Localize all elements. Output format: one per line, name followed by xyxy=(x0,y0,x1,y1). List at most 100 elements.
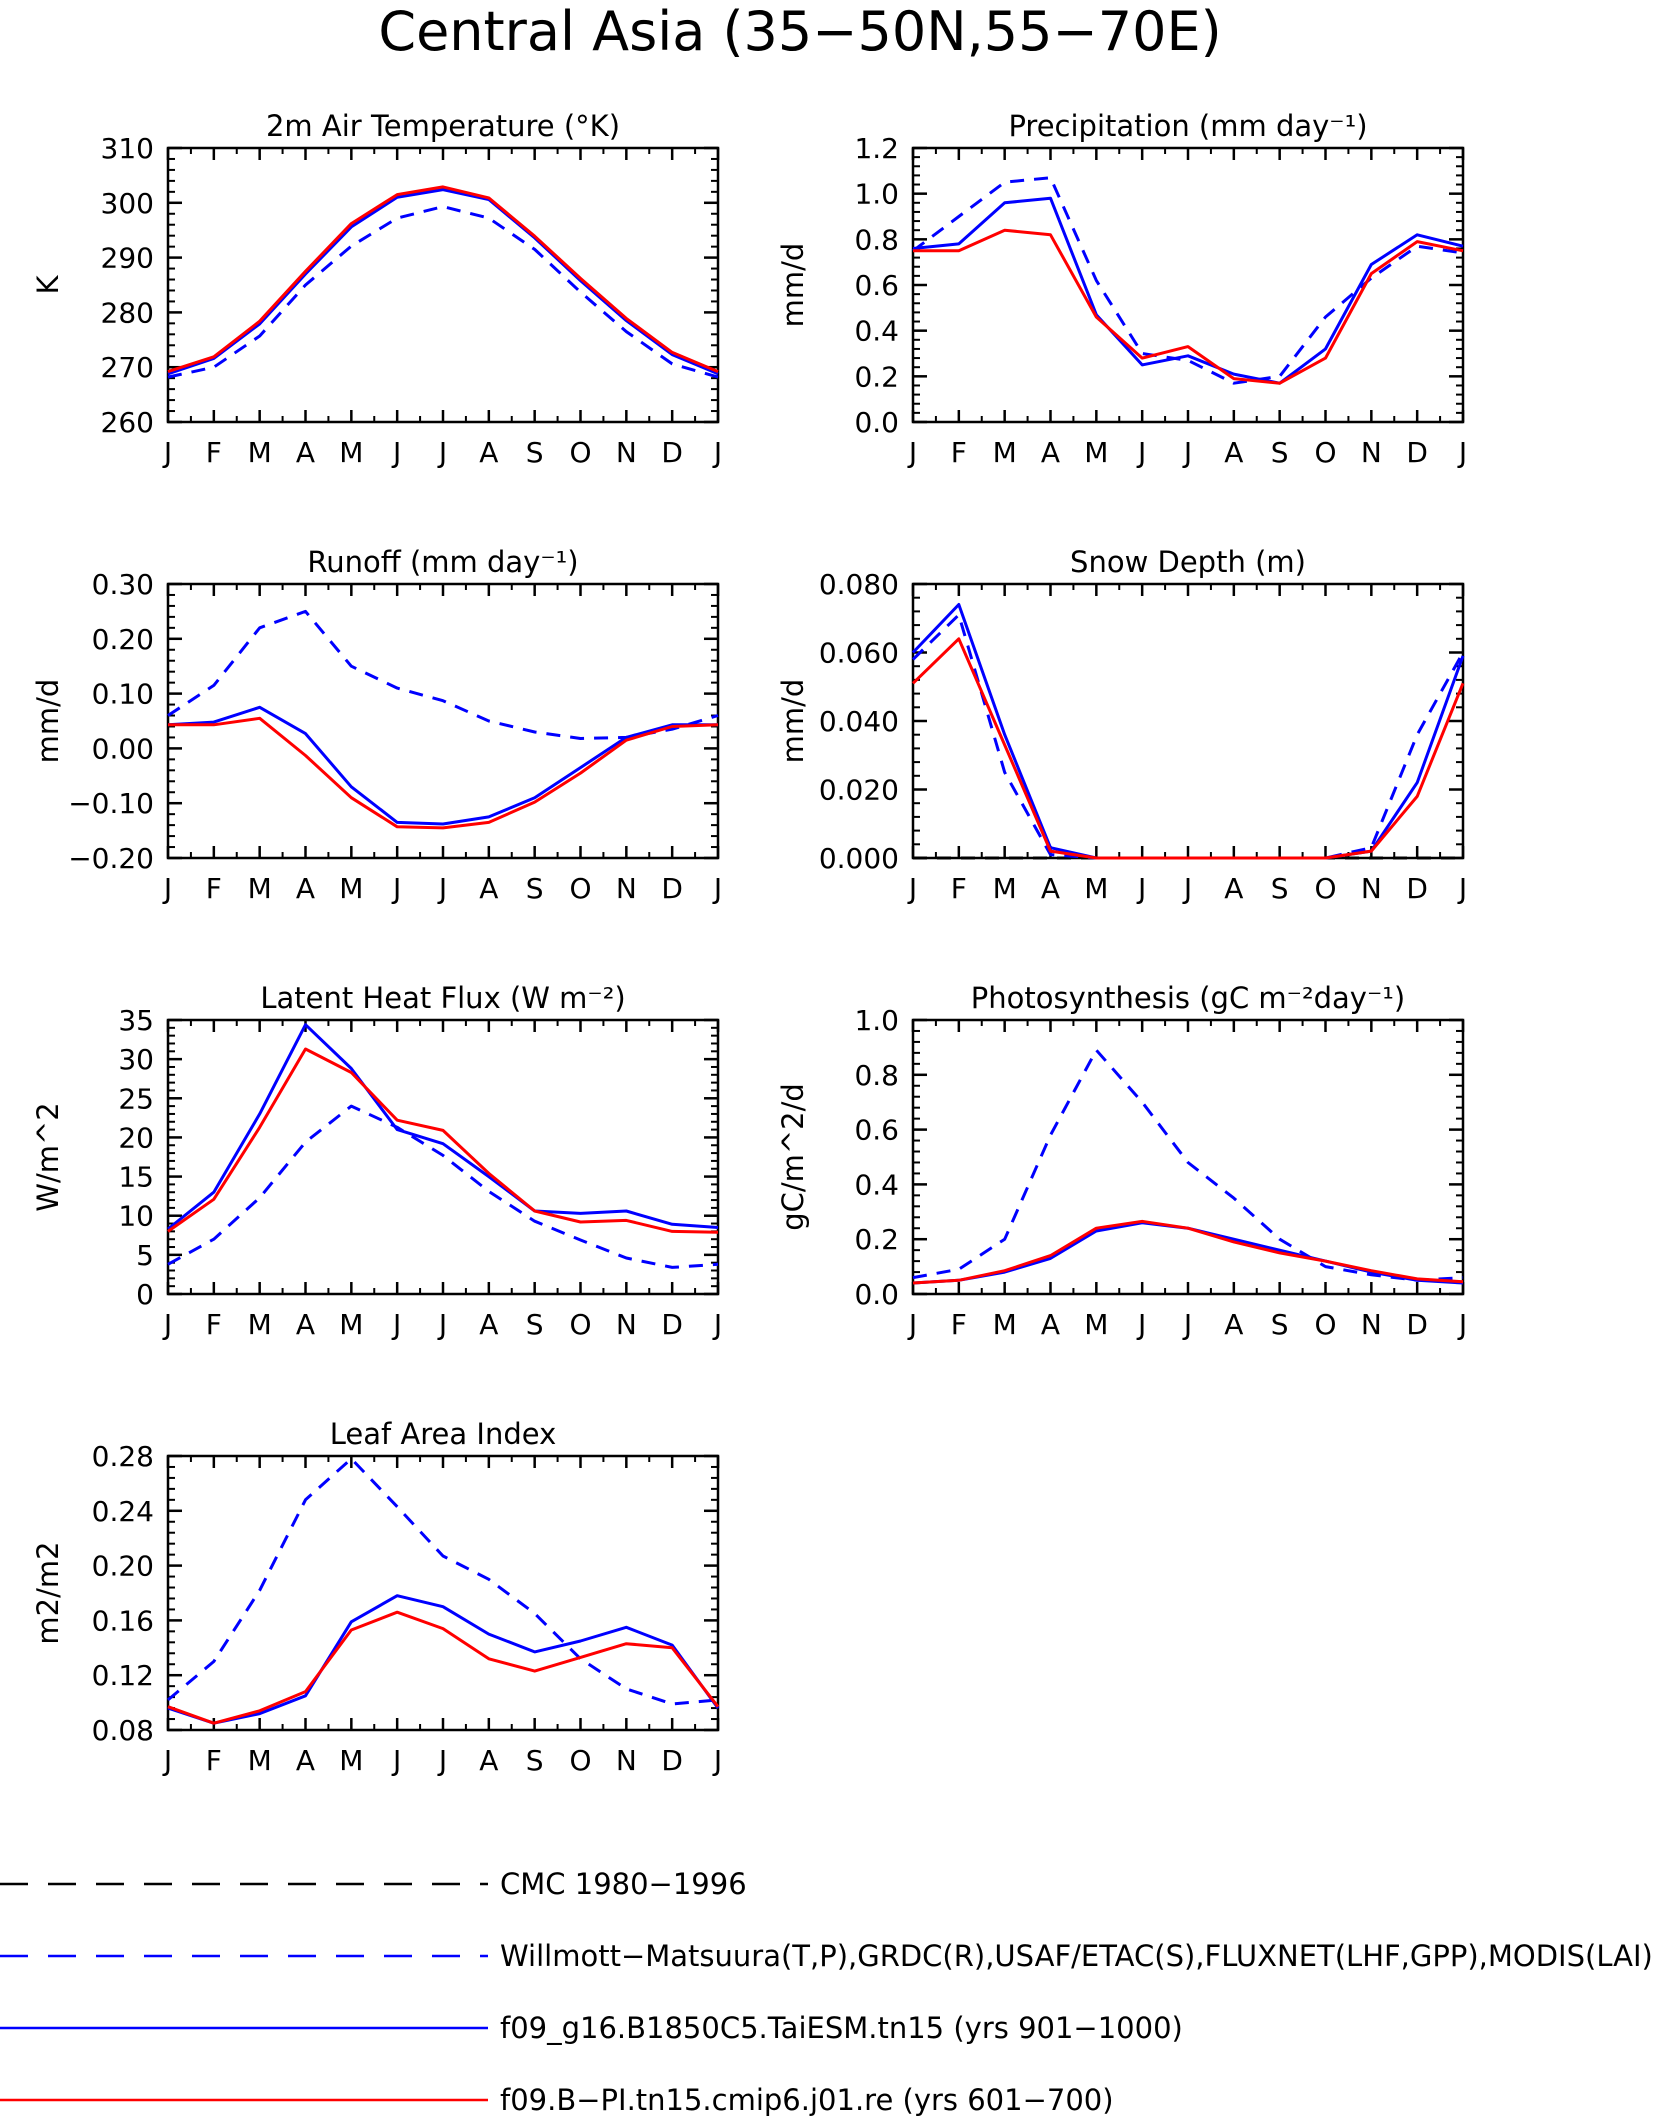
page-title: Central Asia (35−50N,55−70E) xyxy=(378,0,1221,63)
y-tick-label: 0.8 xyxy=(854,1059,899,1092)
y-tick-label: 5 xyxy=(136,1239,154,1272)
x-tick-label: M xyxy=(993,1308,1017,1341)
chart-panel-2: Precipitation (mm day⁻¹)mm/dJ F M A M J J A S O N D… xyxy=(776,109,1467,469)
x-tick-label: M xyxy=(1084,436,1108,469)
chart-title: 2m Air Temperature (°K) xyxy=(266,109,620,143)
x-tick-label: O xyxy=(1314,1308,1336,1341)
x-tick-label: O xyxy=(1314,872,1336,905)
x-tick-label: J xyxy=(1457,1308,1467,1341)
y-tick-label: 0.20 xyxy=(92,623,154,656)
y-tick-label: 0.020 xyxy=(819,774,899,807)
x-tick-label: A xyxy=(1041,436,1060,469)
x-tick-label: M xyxy=(993,872,1017,905)
y-tick-label: 0.060 xyxy=(819,637,899,670)
x-tick-label: F xyxy=(951,872,967,905)
x-tick-label: D xyxy=(661,436,683,469)
x-tick-label: J xyxy=(391,1308,401,1341)
x-tick-label: J xyxy=(1457,436,1467,469)
series-line-1 xyxy=(167,205,719,379)
series-line-2 xyxy=(167,1594,720,1725)
x-tick-label: S xyxy=(526,436,544,469)
chart-title: Snow Depth (m) xyxy=(1070,545,1306,579)
x-tick-label: J xyxy=(712,436,722,469)
y-tick-label: 0.4 xyxy=(854,1168,899,1201)
chart-panel-3: Runoff (mm day⁻¹)mm/dJ F M A M J J A S O N D J0.300.… xyxy=(31,545,722,905)
series-line-1 xyxy=(912,176,1464,385)
chart-title: Runoff (mm day⁻¹) xyxy=(307,545,578,579)
x-tick-label: J xyxy=(162,1308,172,1341)
x-tick-label: J xyxy=(391,436,401,469)
x-tick-label: A xyxy=(296,872,315,905)
x-tick-label: N xyxy=(616,1308,637,1341)
x-tick-label: N xyxy=(616,436,637,469)
y-tick-label: 0 xyxy=(136,1278,154,1311)
y-tick-label: 0.20 xyxy=(92,1550,154,1583)
x-tick-label: D xyxy=(1406,872,1428,905)
x-tick-label: A xyxy=(479,872,498,905)
chart-title: Precipitation (mm day⁻¹) xyxy=(1008,109,1367,143)
y-tick-label: 0.2 xyxy=(854,360,899,393)
y-tick-label: 310 xyxy=(101,132,154,165)
y-axis-label: W/m^2 xyxy=(31,1102,65,1211)
x-tick-label: M xyxy=(339,436,363,469)
x-tick-label: A xyxy=(479,1744,498,1777)
y-tick-label: 0.080 xyxy=(819,568,899,601)
x-tick-label: O xyxy=(1314,436,1336,469)
y-tick-label: 270 xyxy=(101,351,154,384)
x-tick-label: F xyxy=(206,1308,222,1341)
y-tick-label: 20 xyxy=(118,1121,154,1154)
x-tick-label: O xyxy=(569,1744,591,1777)
x-tick-label: J xyxy=(437,872,447,905)
x-tick-label: S xyxy=(1271,1308,1289,1341)
x-tick-label: J xyxy=(1136,872,1146,905)
chart-title: Photosynthesis (gC m⁻²day⁻¹) xyxy=(971,981,1405,1015)
y-tick-label: 0.6 xyxy=(854,1114,899,1147)
y-tick-label: 0.040 xyxy=(819,705,899,738)
y-tick-label: 30 xyxy=(118,1043,154,1076)
x-tick-label: M xyxy=(248,1308,272,1341)
x-tick-label: S xyxy=(1271,872,1289,905)
y-tick-label: 0.6 xyxy=(854,269,899,302)
x-tick-label: A xyxy=(479,1308,498,1341)
x-tick-label: M xyxy=(248,1744,272,1777)
x-tick-label: S xyxy=(526,872,544,905)
x-tick-label: A xyxy=(1224,872,1243,905)
series-line-3 xyxy=(911,603,1465,860)
y-tick-label: 0.0 xyxy=(854,406,899,439)
series-line-3 xyxy=(913,228,1464,385)
y-tick-label: 0.0 xyxy=(854,1278,899,1311)
legend-label-1: CMC 1980−1996 xyxy=(500,1867,747,1901)
x-tick-label: J xyxy=(1136,436,1146,469)
chart-panel-5: Latent Heat Flux (W m⁻²)W/m^2J F M A M J J A S O N… xyxy=(31,981,722,1341)
y-axis-label: K xyxy=(31,275,65,295)
x-tick-label: M xyxy=(993,436,1017,469)
x-tick-label: A xyxy=(1041,872,1060,905)
series-line-2 xyxy=(167,705,718,826)
x-tick-label: D xyxy=(1406,436,1428,469)
x-tick-label: F xyxy=(206,436,222,469)
series-line-3 xyxy=(912,1219,1464,1285)
x-tick-label: N xyxy=(1361,872,1382,905)
x-tick-label: A xyxy=(296,1308,315,1341)
x-tick-label: J xyxy=(437,436,447,469)
x-tick-label: A xyxy=(479,436,498,469)
x-tick-label: J xyxy=(391,872,401,905)
x-tick-label: J xyxy=(162,1744,172,1777)
x-tick-label: D xyxy=(661,1308,683,1341)
y-tick-label: 0.00 xyxy=(92,732,154,765)
x-tick-label: F xyxy=(951,436,967,469)
y-tick-label: 25 xyxy=(118,1082,154,1115)
x-tick-label: F xyxy=(206,1744,222,1777)
y-tick-label: −0.10 xyxy=(68,787,154,820)
x-tick-label: A xyxy=(1041,1308,1060,1341)
x-tick-label: J xyxy=(437,1308,447,1341)
chart-title: Latent Heat Flux (W m⁻²) xyxy=(260,981,625,1015)
series-line-2 xyxy=(167,1023,719,1231)
y-tick-label: 0.4 xyxy=(854,315,899,348)
chart-title: Leaf Area Index xyxy=(330,1417,556,1451)
x-tick-label: M xyxy=(339,1308,363,1341)
y-tick-label: 0.8 xyxy=(854,223,899,256)
x-tick-label: M xyxy=(1084,872,1108,905)
x-tick-label: F xyxy=(951,1308,967,1341)
y-tick-label: 10 xyxy=(118,1200,154,1233)
